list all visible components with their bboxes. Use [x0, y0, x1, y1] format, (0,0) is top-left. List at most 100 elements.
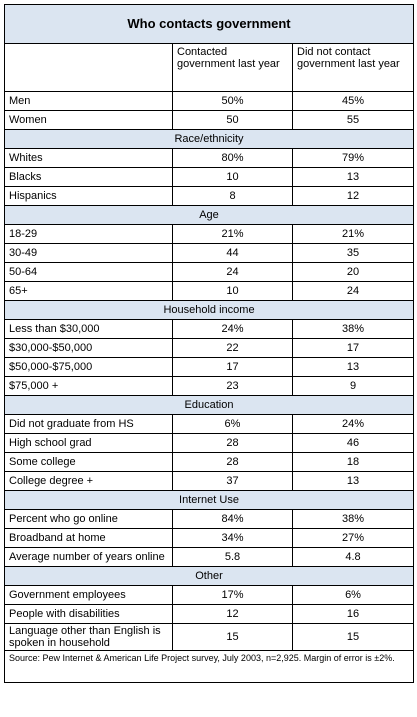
data-row: High school grad 28 46 [4, 433, 415, 453]
cell-value: 44 [172, 243, 293, 263]
section-row: Internet Use [3, 490, 415, 510]
section-row: Age [3, 205, 415, 225]
row-label: $75,000 + [4, 376, 173, 396]
cell-value: 13 [291, 471, 415, 491]
row-label: Average number of years online [4, 547, 173, 567]
section-heading: Race/ethnicity [3, 129, 415, 149]
cell-value: 20 [291, 262, 415, 282]
cell-value: 21% [291, 224, 415, 244]
cell-value: 50 [172, 110, 293, 130]
table-title: Who contacts government [3, 4, 415, 44]
row-label: Men [4, 91, 173, 111]
data-row: 65+ 10 24 [4, 281, 415, 301]
cell-value: 38% [291, 319, 415, 339]
data-row: 50-64 24 20 [4, 262, 415, 282]
cell-value: 80% [172, 148, 293, 168]
cell-value: 9 [291, 376, 415, 396]
cell-value: 34% [172, 528, 293, 548]
section-row: Other [3, 566, 415, 586]
column-header: Contacted government last year [172, 43, 293, 92]
section-row: Education [3, 395, 415, 415]
cell-value: 35 [291, 243, 415, 263]
data-row: Blacks 10 13 [4, 167, 415, 187]
cell-value: 28 [172, 452, 293, 472]
cell-value: 17 [172, 357, 293, 377]
cell-value: 24 [291, 281, 415, 301]
cell-value: 6% [172, 414, 293, 434]
data-row: Men 50% 45% [4, 91, 415, 111]
section-heading: Other [3, 566, 415, 586]
row-label: People with disabilities [4, 604, 173, 624]
cell-value: 28 [172, 433, 293, 453]
cell-value: 17% [172, 585, 293, 605]
row-label: Whites [4, 148, 173, 168]
row-label: Hispanics [4, 186, 173, 206]
cell-value: 24% [172, 319, 293, 339]
data-row: 18-29 21% 21% [4, 224, 415, 244]
cell-value: 38% [291, 509, 415, 529]
data-row: Hispanics 8 12 [4, 186, 415, 206]
cell-value: 10 [172, 281, 293, 301]
section-heading: Age [3, 205, 415, 225]
data-row: Percent who go online 84% 38% [4, 509, 415, 529]
row-label: Some college [4, 452, 173, 472]
column-header: Did not contact government last year [291, 43, 415, 92]
cell-value: 23 [172, 376, 293, 396]
data-row: College degree +37 13 [4, 471, 415, 491]
row-label: Did not graduate from HS [4, 414, 173, 434]
section-row: Race/ethnicity [3, 129, 415, 149]
row-label: Women [4, 110, 173, 130]
cell-value: 16 [291, 604, 415, 624]
row-label: Government employees [4, 585, 173, 605]
cell-value: 21% [172, 224, 293, 244]
row-label: Less than $30,000 [4, 319, 173, 339]
row-label: Blacks [4, 167, 173, 187]
cell-value: 22 [172, 338, 293, 358]
data-row: People with disabilities 12 16 [4, 604, 415, 624]
cell-value: 12 [172, 604, 293, 624]
row-label: Percent who go online [4, 509, 173, 529]
data-row: $30,000-$50,000 22 17 [4, 338, 415, 358]
cell-value: 46 [291, 433, 415, 453]
section-heading: Education [3, 395, 415, 415]
section-row: Household income [3, 300, 415, 320]
cell-value: 8 [172, 186, 293, 206]
cell-value: 27% [291, 528, 415, 548]
row-label: College degree + [4, 471, 173, 491]
header-row: Contacted government last year Did not c… [4, 43, 415, 92]
cell-value: 5.8 [172, 547, 293, 567]
cell-value: 15 [291, 623, 415, 651]
row-label: 18-29 [4, 224, 173, 244]
data-row: Language other than English is spoken in… [4, 623, 415, 651]
row-label: Broadband at home [4, 528, 173, 548]
cell-value: 12 [291, 186, 415, 206]
data-row: Whites 80% 79% [4, 148, 415, 168]
data-row: Women 50 55 [4, 110, 415, 130]
cell-value: 37 [172, 471, 293, 491]
cell-value: 79% [291, 148, 415, 168]
cell-value: 24 [172, 262, 293, 282]
row-label: 30-49 [4, 243, 173, 263]
section-heading: Household income [3, 300, 415, 320]
source-note: Source: Pew Internet & American Life Pro… [3, 650, 415, 683]
data-row: Average number of years online 5.8 4.8 [4, 547, 415, 567]
row-label: 65+ [4, 281, 173, 301]
cell-value: 84% [172, 509, 293, 529]
data-row: Broadband at home 34% 27% [4, 528, 415, 548]
data-row: $75,000 +23 9 [4, 376, 415, 396]
cell-value: 10 [172, 167, 293, 187]
data-row: Government employees 17% 6% [4, 585, 415, 605]
cell-value: 17 [291, 338, 415, 358]
table-body: Who contacts government Contacted govern… [3, 4, 415, 683]
cell-value: 6% [291, 585, 415, 605]
data-row: Some college 28 18 [4, 452, 415, 472]
data-row: $50,000-$75,000 17 13 [4, 357, 415, 377]
data-row: Did not graduate from HS 6% 24% [4, 414, 415, 434]
title-row: Who contacts government [3, 4, 415, 44]
cell-value: 50% [172, 91, 293, 111]
cell-value: 13 [291, 167, 415, 187]
data-row: Less than $30,000 24% 38% [4, 319, 415, 339]
row-label: High school grad [4, 433, 173, 453]
section-heading: Internet Use [3, 490, 415, 510]
